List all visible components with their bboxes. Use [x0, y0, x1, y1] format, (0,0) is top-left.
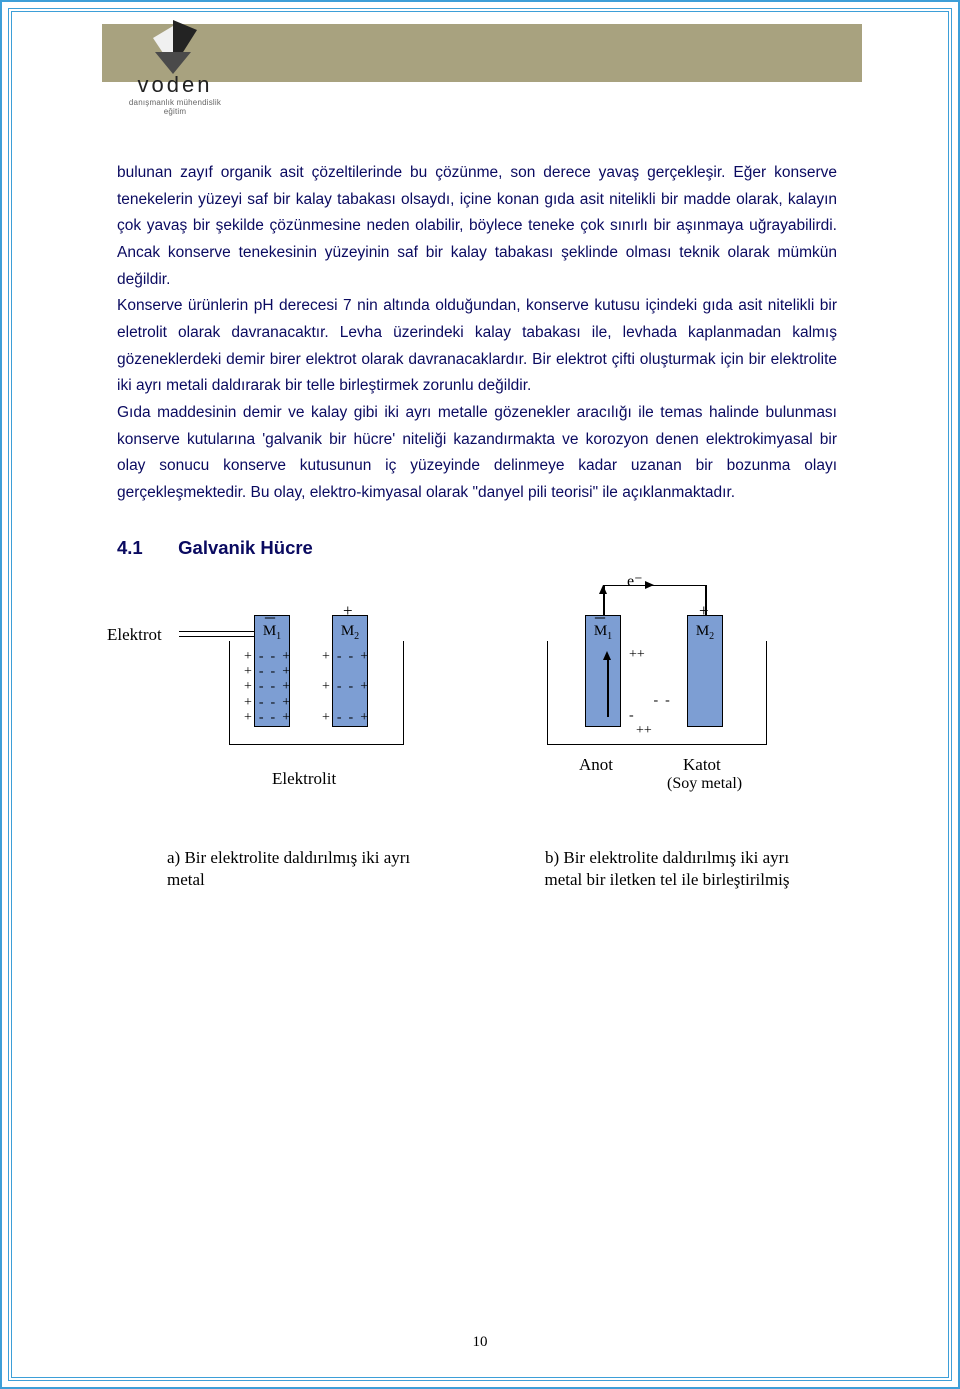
wire-icon	[705, 585, 707, 615]
page-content: bulunan zayıf organik asit çözeltilerind…	[117, 160, 837, 959]
logo-brand: voden	[120, 72, 230, 98]
arrow-up-icon	[603, 651, 611, 660]
electron-label: e⁻	[627, 571, 643, 591]
ion-signs-a-left: + - - + + - - + + - - + + - - + + - - +	[244, 649, 290, 726]
electrolyte-label: Elektrolit	[272, 769, 336, 789]
m1-label-a: M1	[254, 623, 290, 642]
section-heading: 4.1 Galvanik Hücre	[117, 537, 837, 559]
m2-label-b: M2	[687, 623, 723, 642]
body-paragraph: bulunan zayıf organik asit çözeltilerind…	[117, 160, 837, 293]
plus-sign: +	[343, 601, 353, 621]
page-number: 10	[2, 1334, 958, 1351]
logo-cube-icon	[145, 20, 205, 70]
section-number: 4.1	[117, 537, 173, 559]
anode-label: Anot	[579, 755, 613, 775]
caption-b: b) Bir elektrolite daldırılmış iki ayrı …	[527, 847, 807, 891]
cathode-label: Katot	[683, 755, 721, 775]
wire-icon	[603, 585, 705, 587]
plus-sign-b: +	[699, 601, 709, 621]
galvanic-cell-diagram: e⁻ Elektrot M1 _ M2 + + - - + + - - + + …	[117, 579, 837, 959]
ion-signs-b: ++ - - - ++	[629, 647, 670, 739]
wire-icon	[607, 657, 609, 717]
electrode-label: Elektrot	[107, 625, 162, 645]
logo-tagline: danışmanlık mühendislik eğitim	[120, 98, 230, 116]
body-paragraph: Konserve ürünlerin pH derecesi 7 nin alt…	[117, 293, 837, 400]
arrow-right-icon	[645, 581, 654, 589]
m1-label-b: M1	[585, 623, 621, 642]
minus-sign: _	[265, 599, 275, 622]
arrow-up-icon	[599, 585, 607, 594]
m2-label-a: M2	[332, 623, 368, 642]
ion-signs-a-right: + - - + + - - + + - - +	[322, 649, 368, 726]
logo: voden danışmanlık mühendislik eğitim	[120, 20, 230, 120]
cathode-sub: (Soy metal)	[667, 775, 742, 793]
body-paragraph: Gıda maddesinin demir ve kalay gibi iki …	[117, 400, 837, 507]
section-title: Galvanik Hücre	[178, 537, 313, 558]
caption-a: a) Bir elektrolite daldırılmış iki ayrı …	[167, 847, 427, 891]
